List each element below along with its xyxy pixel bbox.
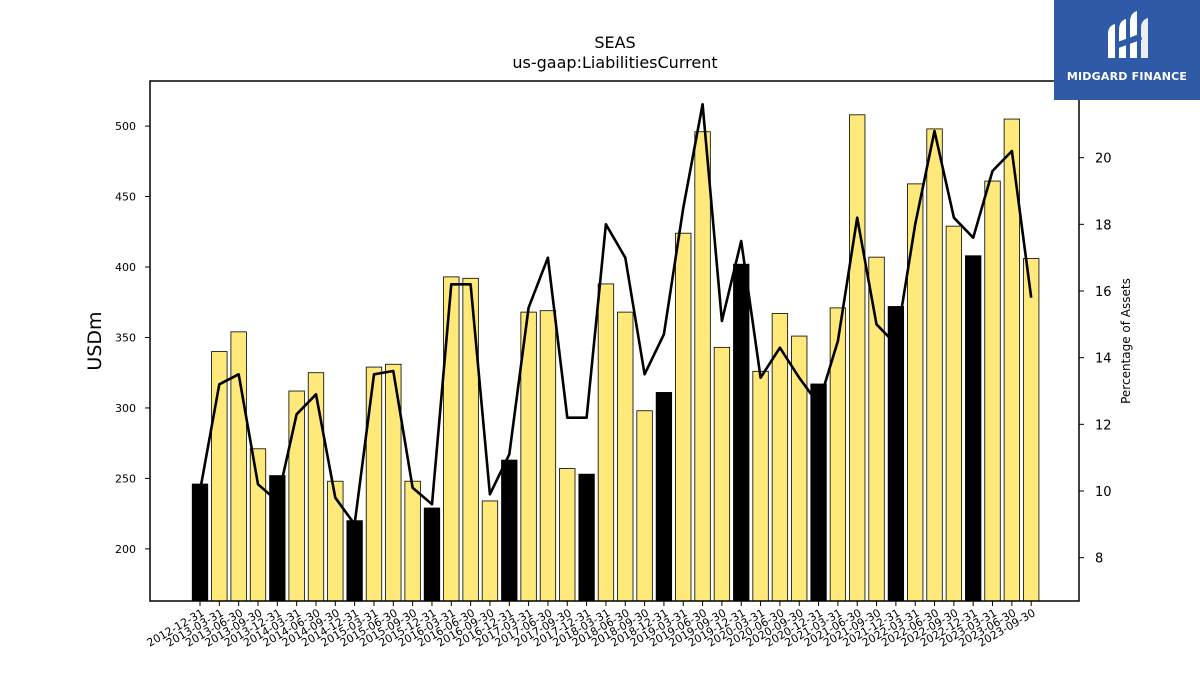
bar [307, 372, 325, 602]
y-tick-label: 200 [115, 543, 136, 556]
bar [752, 370, 769, 602]
bar [965, 255, 982, 602]
bar [288, 390, 305, 602]
chart-title: SEAS [594, 33, 635, 52]
bar [713, 346, 731, 602]
bar [887, 306, 905, 602]
y2-tick-label: 10 [1095, 485, 1112, 500]
y2-tick-label: 8 [1095, 552, 1103, 567]
bar [559, 468, 576, 602]
bar [945, 225, 963, 602]
bar [597, 283, 615, 602]
y2-axis: 8 10 12 14 16 18 20 [1079, 152, 1112, 567]
bar [694, 131, 711, 602]
bar [404, 480, 421, 602]
bar [578, 473, 595, 602]
bar [481, 500, 499, 602]
y2-tick-label: 16 [1095, 285, 1112, 300]
bar [868, 256, 885, 602]
logo-text: MIDGARD FINANCE [1066, 70, 1188, 83]
bar [984, 180, 1001, 602]
y-tick-label: 400 [115, 261, 136, 274]
y-axis: 200 250 300 350 400 450 500 [115, 120, 150, 556]
bar [443, 276, 460, 602]
bar [191, 483, 209, 602]
bar [269, 475, 286, 602]
y2-tick-label: 14 [1095, 352, 1112, 367]
bar [617, 311, 634, 602]
bar [733, 263, 750, 602]
y2-axis-label: Percentage of Assets [1119, 278, 1133, 404]
bar [230, 331, 247, 602]
bar [1023, 258, 1040, 602]
bar [655, 392, 673, 602]
y-tick-label: 500 [115, 120, 136, 133]
percentage-line [198, 103, 1033, 526]
x-axis: 2012-12-312013-03-312013-06-302013-09-30… [145, 601, 1038, 650]
line-series [198, 103, 1033, 526]
bar [249, 448, 267, 602]
bar [539, 310, 557, 602]
y-tick-label: 450 [115, 191, 136, 204]
bar [907, 183, 924, 602]
bar-series [191, 114, 1040, 602]
plot-frame [149, 80, 1080, 602]
bar [501, 459, 518, 602]
y2-tick-label: 12 [1095, 418, 1112, 433]
bar [365, 366, 383, 602]
bar [462, 277, 479, 602]
bar [829, 307, 847, 602]
midgard-logo-icon [1108, 11, 1148, 58]
bar [423, 507, 441, 602]
y2-tick-label: 18 [1095, 218, 1112, 233]
chart-subtitle: us-gaap:LiabilitiesCurrent [512, 53, 717, 72]
y2-tick-label: 20 [1095, 152, 1112, 167]
bar [636, 410, 653, 602]
bar [346, 520, 363, 602]
bar [675, 232, 692, 602]
brand-logo: MIDGARD FINANCE [1054, 0, 1200, 100]
bar [926, 128, 943, 602]
bar [810, 383, 827, 602]
y-axis-label: USDm [84, 311, 106, 370]
y-tick-label: 350 [115, 331, 136, 344]
y-tick-label: 250 [115, 472, 136, 485]
bar [849, 114, 866, 602]
y-tick-label: 300 [115, 402, 136, 415]
